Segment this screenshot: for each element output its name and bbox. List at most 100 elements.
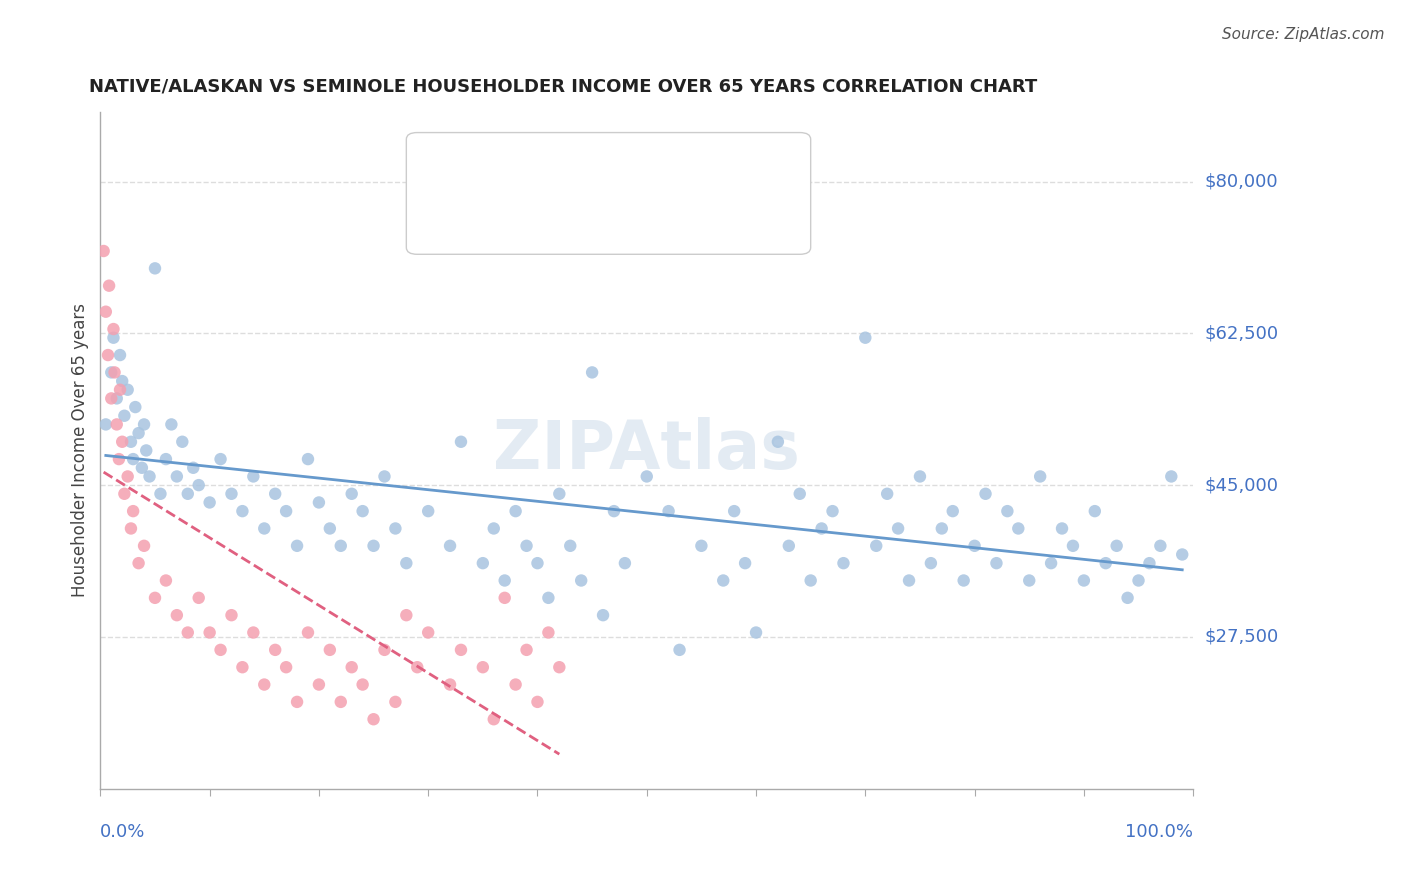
Point [373,469,395,483]
Point [172,434,194,449]
Point [1084,504,1107,518]
Point [592,608,614,623]
Point [986,556,1008,570]
Point [450,643,472,657]
Point [276,660,298,674]
Point [209,643,232,657]
Point [264,643,287,657]
Point [242,625,264,640]
Point [308,495,330,509]
Point [418,504,440,518]
Point [766,434,789,449]
Point [98,278,121,293]
Point [177,487,200,501]
Point [143,261,166,276]
Point [505,504,527,518]
Point [789,487,811,501]
Point [120,434,142,449]
Point [745,625,768,640]
Point [1094,556,1116,570]
Point [198,625,221,640]
Point [122,452,145,467]
Point [329,695,352,709]
Point [494,591,516,605]
Point [853,331,876,345]
Point [122,504,145,518]
Point [112,409,135,423]
Point [548,660,571,674]
Point [187,591,209,605]
Point [166,608,188,623]
Point [537,625,560,640]
Point [482,712,505,726]
Point [1128,574,1150,588]
Point [93,244,115,258]
Point [560,539,582,553]
Point [231,504,253,518]
Point [111,374,134,388]
Point [297,452,319,467]
Point [209,452,232,467]
Point [117,469,139,483]
Point [1171,548,1194,562]
Point [143,591,166,605]
Point [526,556,548,570]
Text: $80,000: $80,000 [1205,173,1278,191]
Point [974,487,997,501]
Point [103,322,125,336]
Point [1062,539,1084,553]
Point [734,556,756,570]
Point [1116,591,1139,605]
Point [132,417,155,432]
Point [482,521,505,535]
Point [963,539,986,553]
Point [810,521,832,535]
Point [832,556,855,570]
Point [526,695,548,709]
Point [340,487,363,501]
Point [418,625,440,640]
Point [264,487,287,501]
Point [352,504,374,518]
Point [581,365,603,379]
Text: NATIVE/ALASKAN VS SEMINOLE HOUSEHOLDER INCOME OVER 65 YEARS CORRELATION CHART: NATIVE/ALASKAN VS SEMINOLE HOUSEHOLDER I… [90,78,1038,95]
Point [471,660,494,674]
Point [177,625,200,640]
Point [120,521,142,535]
Point [352,677,374,691]
Point [373,643,395,657]
Point [690,539,713,553]
Point [569,574,592,588]
Point [329,539,352,553]
Point [952,574,974,588]
Point [1007,521,1029,535]
Text: ZIPAtlas: ZIPAtlas [494,417,800,483]
Point [898,574,921,588]
Point [384,521,406,535]
Text: $62,500: $62,500 [1205,325,1278,343]
Point [221,608,243,623]
Point [108,383,131,397]
Point [658,504,681,518]
Point [876,487,898,501]
Point [537,591,560,605]
Point [515,539,537,553]
Point [778,539,800,553]
Point [155,452,177,467]
Point [108,452,131,467]
Point [166,469,188,483]
Text: $27,500: $27,500 [1205,628,1278,646]
Point [1160,469,1182,483]
Point [1018,574,1040,588]
Text: 0.0%: 0.0% [100,823,146,841]
Text: Source: ZipAtlas.com: Source: ZipAtlas.com [1222,27,1385,42]
Point [439,539,461,553]
Point [128,426,150,441]
Point [865,539,887,553]
Point [995,504,1018,518]
Point [105,392,128,406]
Point [439,677,461,691]
Point [1105,539,1128,553]
Point [1139,556,1161,570]
Point [931,521,953,535]
